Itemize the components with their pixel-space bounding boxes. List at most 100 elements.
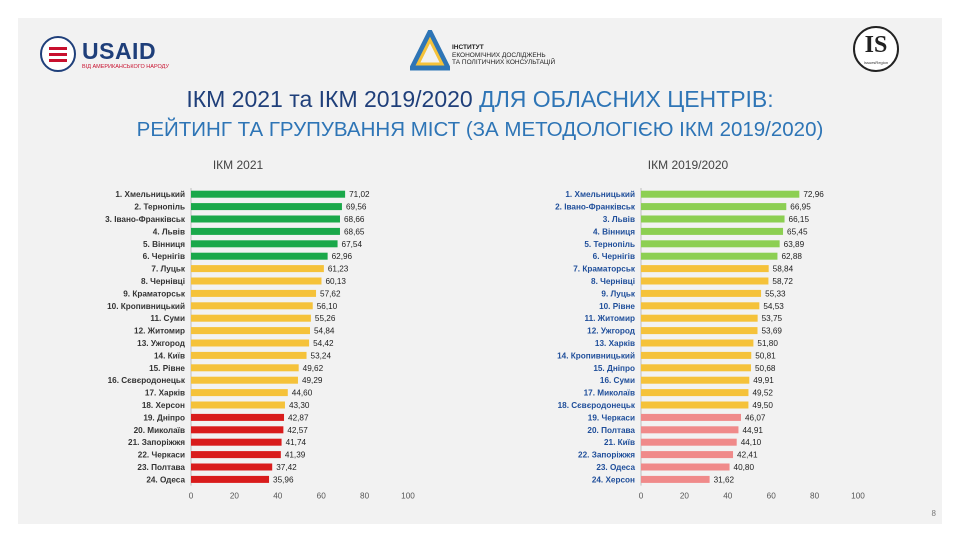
category-label: 12. Ужгород (587, 327, 636, 336)
value-label: 44,10 (741, 438, 762, 447)
value-label: 72,96 (803, 190, 824, 199)
bar (191, 240, 338, 248)
value-label: 49,62 (303, 364, 324, 373)
category-label: 2. Івано-Франківськ (555, 203, 636, 212)
bar (191, 389, 288, 397)
category-label: 3. Івано-Франківськ (105, 215, 186, 224)
slide: USAID ВІД АМЕРИКАНСЬКОГО НАРОДУ ІНСТИТУТ… (18, 18, 942, 524)
category-label: 3. Львів (603, 215, 635, 224)
value-label: 35,96 (273, 475, 294, 484)
bar (641, 475, 710, 483)
value-label: 49,52 (752, 389, 773, 398)
is-logo-subtitle: IssuesRegion (863, 60, 889, 65)
category-label: 8. Чернівці (591, 277, 635, 286)
value-label: 68,66 (344, 215, 365, 224)
bar (641, 451, 734, 459)
slide-title: ІКМ 2021 та ІКМ 2019/2020 ДЛЯ ОБЛАСНИХ Ц… (18, 86, 942, 113)
value-label: 53,75 (762, 314, 783, 323)
value-label: 65,45 (787, 227, 808, 236)
bar (191, 227, 340, 235)
category-label: 2. Тернопіль (134, 203, 185, 212)
value-label: 41,39 (285, 451, 306, 460)
value-label: 54,42 (313, 339, 334, 348)
bar (641, 376, 750, 384)
institute-name-line1: ІНСТИТУТ (452, 44, 484, 51)
bar (641, 438, 737, 446)
bar (191, 203, 342, 211)
category-label: 24. Херсон (592, 475, 635, 484)
usaid-logo-text: USAID (82, 38, 157, 64)
category-label: 4. Вінниця (593, 227, 635, 236)
value-label: 43,30 (289, 401, 310, 410)
category-label: 13. Ужгород (137, 339, 186, 348)
bar (191, 401, 285, 409)
category-label: 7. Луцьк (151, 265, 185, 274)
category-label: 9. Краматорськ (123, 289, 186, 298)
category-label: 5. Тернопіль (584, 240, 635, 249)
bar (191, 289, 317, 297)
value-label: 53,69 (762, 327, 783, 336)
value-label: 42,57 (287, 426, 308, 435)
category-label: 11. Суми (150, 314, 185, 323)
bar (641, 240, 780, 248)
category-label: 6. Чернігів (593, 252, 635, 261)
x-tick-label: 60 (767, 492, 777, 501)
value-label: 37,42 (276, 463, 297, 472)
value-label: 49,29 (302, 376, 323, 385)
category-label: 14. Київ (154, 351, 185, 360)
category-label: 20. Полтава (587, 426, 635, 435)
bar (191, 451, 281, 459)
chart-title-2021: ІКМ 2021 (212, 158, 264, 172)
bar (191, 413, 285, 421)
bar (191, 426, 284, 434)
value-label: 41,74 (286, 438, 307, 447)
category-label: 22. Черкаси (138, 451, 185, 460)
value-label: 66,95 (790, 203, 811, 212)
x-tick-label: 80 (810, 492, 820, 501)
category-label: 19. Черкаси (588, 413, 635, 422)
bar (191, 351, 307, 359)
value-label: 44,91 (742, 426, 763, 435)
value-label: 71,02 (349, 190, 370, 199)
bar (641, 401, 749, 409)
value-label: 63,89 (784, 240, 805, 249)
x-tick-label: 40 (273, 492, 283, 501)
x-tick-label: 100 (401, 492, 415, 501)
value-label: 44,60 (292, 389, 313, 398)
institute-logo: ІНСТИТУТ ЕКОНОМІЧНИХ ДОСЛІДЖЕНЬ ТА ПОЛІТ… (410, 30, 570, 76)
bar (641, 252, 778, 260)
chart-title-2019-2020: ІКМ 2019/2020 (647, 158, 729, 172)
bar (641, 339, 754, 347)
category-label: 24. Одеса (146, 475, 185, 484)
bar (641, 302, 760, 310)
category-label: 15. Дніпро (593, 364, 635, 373)
category-label: 17. Харків (145, 389, 185, 398)
bar (191, 339, 310, 347)
value-label: 68,65 (344, 227, 365, 236)
slide-subtitle: РЕЙТИНГ ТА ГРУПУВАННЯ МІСТ (ЗА МЕТОДОЛОГ… (136, 118, 824, 141)
bar (641, 277, 769, 285)
bar (191, 265, 324, 273)
category-label: 20. Миколаїв (134, 426, 185, 435)
bar (641, 215, 785, 223)
title-part-1: ІКМ 2021 та ІКМ 2019/2020 (186, 86, 473, 112)
bar (641, 314, 758, 322)
bar (641, 327, 758, 335)
category-label: 5. Вінниця (143, 240, 185, 249)
category-label: 6. Чернігів (143, 252, 185, 261)
value-label: 61,23 (328, 265, 349, 274)
bar (641, 265, 769, 273)
value-label: 62,88 (781, 252, 802, 261)
chart-2019-2020-svg: 1. Хмельницький 72,96 2. Івано-Франківськ 6… (555, 188, 865, 501)
bar (641, 351, 752, 359)
bar (641, 389, 749, 397)
usaid-seal-icon (40, 36, 76, 72)
bar (191, 190, 346, 198)
value-label: 42,87 (288, 413, 309, 422)
x-tick-label: 60 (317, 492, 327, 501)
bar (191, 463, 273, 471)
value-label: 62,96 (332, 252, 353, 261)
category-label: 13. Харків (595, 339, 635, 348)
bar (191, 314, 311, 322)
value-label: 67,54 (342, 240, 363, 249)
